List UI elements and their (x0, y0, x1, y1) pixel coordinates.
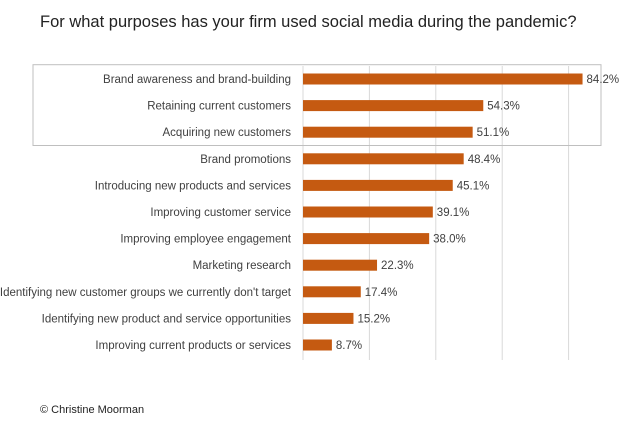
bar (303, 259, 378, 271)
bar (303, 233, 430, 245)
category-label: Retaining current customers (147, 101, 291, 113)
bar (303, 100, 484, 112)
category-label: Marketing research (193, 260, 291, 272)
category-label: Introducing new products and services (95, 180, 291, 192)
value-label: 8.7% (336, 340, 362, 352)
copyright-credit: © Christine Moorman (40, 404, 145, 416)
bar (303, 312, 354, 324)
category-label: Identifying new product and service oppo… (42, 313, 292, 325)
category-label: Improving current products or services (95, 340, 291, 352)
category-label: Acquiring new customers (163, 127, 292, 139)
value-label: 15.2% (357, 313, 390, 325)
category-label: Improving customer service (150, 207, 291, 219)
value-label: 84.2% (587, 74, 620, 86)
value-label: 39.1% (437, 207, 470, 219)
value-label: 17.4% (365, 287, 398, 299)
value-label: 22.3% (381, 260, 414, 272)
category-label: Brand awareness and brand-building (103, 74, 291, 86)
category-label: Improving employee engagement (120, 234, 291, 246)
bar (303, 339, 332, 351)
value-label: 48.4% (468, 154, 501, 166)
bar (303, 206, 433, 218)
bar (303, 73, 583, 85)
bar (303, 286, 361, 298)
value-label: 38.0% (433, 234, 466, 246)
value-label: 51.1% (477, 127, 510, 139)
value-label: 45.1% (457, 180, 490, 192)
highlight-box (32, 64, 602, 146)
chart-title: For what purposes has your firm used soc… (40, 13, 577, 31)
bar (303, 126, 473, 138)
bar (303, 153, 464, 165)
bar (303, 179, 453, 191)
category-label: Brand promotions (200, 154, 291, 166)
value-label: 54.3% (487, 101, 520, 113)
category-label: Identifying new customer groups we curre… (0, 287, 292, 299)
